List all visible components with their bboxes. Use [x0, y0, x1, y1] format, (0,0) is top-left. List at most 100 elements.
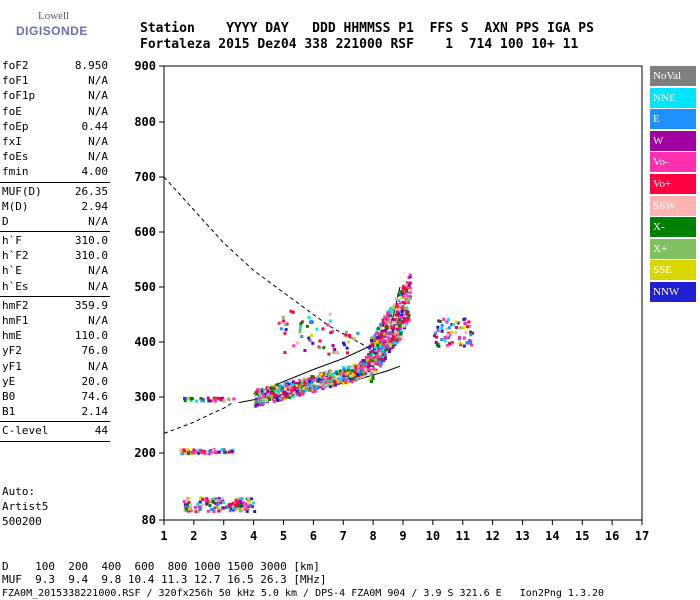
echo-pixel: [183, 396, 187, 400]
echo-pixel: [206, 396, 210, 400]
echo-pixel: [369, 374, 373, 378]
echo-pixel: [217, 450, 221, 454]
echo-pixel: [241, 504, 245, 508]
echo-pixel: [228, 505, 232, 509]
echo-pixel: [280, 386, 284, 390]
echo-pixel: [323, 373, 327, 377]
echo-pixel: [383, 356, 387, 360]
x-tick-label: 7: [340, 529, 347, 543]
e-layer-echo: [178, 448, 236, 456]
echo-pixel: [315, 327, 319, 331]
echo-pixel: [450, 322, 454, 326]
echo-pixel: [408, 275, 412, 279]
echo-pixel: [469, 333, 473, 337]
echo-pixel: [370, 337, 374, 341]
echo-pixel: [307, 336, 311, 340]
echo-pixel: [199, 496, 203, 500]
echo-pixel: [386, 313, 390, 317]
echo-pixel: [282, 396, 286, 400]
echo-pixel: [376, 355, 380, 359]
echo-pixel: [300, 392, 304, 396]
digisonde-logo: Lowell DIGISONDE: [8, 8, 87, 44]
echo-pixel: [434, 331, 438, 335]
echo-pixel: [405, 281, 409, 285]
param-row: B1 2.14: [0, 404, 112, 419]
echo-pixel: [396, 305, 400, 309]
muf-table: D 100 200 400 600 800 1000 1500 3000 [km…: [2, 560, 327, 586]
echo-pixel: [395, 324, 399, 328]
echo-pixel: [187, 497, 191, 501]
y-tick-label: 500: [134, 280, 156, 294]
echo-pixel: [293, 382, 297, 386]
legend-item-ssw: SSW: [650, 195, 696, 216]
echo-pixel: [368, 364, 372, 368]
echo-pixel: [367, 368, 371, 372]
echo-pixel: [347, 365, 351, 369]
echo-pixel: [367, 346, 371, 350]
echo-pixel: [373, 369, 377, 373]
echo-pixel: [381, 329, 385, 333]
y-tick-label: 700: [134, 170, 156, 184]
echo-pixel: [321, 327, 325, 331]
legend-item-w: W: [650, 130, 696, 151]
param-name: B1: [2, 405, 16, 419]
echo-pixel: [375, 355, 379, 359]
echo-pixel: [395, 310, 399, 314]
echo-pixel: [386, 342, 390, 346]
echo-pixel: [309, 320, 313, 324]
echo-pixel: [302, 390, 306, 394]
echo-pixel: [277, 321, 281, 325]
echo-pixel: [369, 350, 373, 354]
param-value: 20.0: [81, 374, 109, 388]
echo-pixel: [303, 381, 307, 385]
echo-pixel: [279, 327, 283, 331]
echo-pixel: [279, 384, 283, 388]
param-value: N/A: [88, 359, 108, 373]
auto-program: Artist5: [2, 500, 49, 513]
echo-pixel: [295, 341, 299, 345]
echo-pixel: [378, 357, 382, 361]
echo-pixel: [384, 326, 388, 330]
echo-pixel: [462, 336, 466, 340]
echo-pixel: [281, 390, 285, 394]
echo-pixel: [407, 318, 411, 322]
echo-pixel: [272, 400, 276, 404]
echo-pixel: [361, 358, 365, 362]
echo-pixel: [294, 389, 298, 393]
x-tick-label: 9: [399, 529, 406, 543]
echo-pixel: [373, 358, 377, 362]
echo-pixel: [408, 281, 412, 285]
echo-pixel: [371, 377, 375, 381]
echo-pixel: [447, 342, 451, 346]
echo-pixel: [220, 448, 224, 452]
echo-pixel: [214, 497, 218, 501]
echo-pixel: [245, 504, 249, 508]
echo-pixel: [327, 374, 331, 378]
echo-pixel: [406, 310, 410, 314]
echo-pixel: [400, 313, 404, 317]
echo-pixel: [262, 399, 266, 403]
param-separator: [0, 231, 110, 233]
header-line-1: Station YYYY DAY DDD HHMMSS P1 FFS S AXN…: [140, 21, 594, 36]
echo-pixel: [182, 449, 186, 453]
echo-pixel: [243, 507, 247, 511]
param-value: 110.0: [74, 329, 108, 343]
echo-pixel: [285, 322, 289, 326]
echo-pixel: [462, 318, 466, 322]
param-name: D: [2, 214, 9, 228]
echo-pixel: [388, 332, 392, 336]
echo-pixel: [359, 360, 363, 364]
echo-pixel: [445, 343, 449, 347]
echo-pixel: [399, 329, 403, 333]
echo-pixel: [397, 337, 401, 341]
echo-pixel: [396, 335, 400, 339]
echo-pixel: [353, 370, 357, 374]
echo-pixel: [349, 374, 353, 378]
echo-pixel: [459, 343, 463, 347]
echo-pixel: [324, 373, 328, 377]
param-row: h`F 310.0: [0, 233, 112, 248]
echo-pixel: [342, 374, 346, 378]
echo-pixel: [323, 371, 327, 375]
echo-pixel: [291, 389, 295, 393]
echo-pixel: [380, 339, 384, 343]
